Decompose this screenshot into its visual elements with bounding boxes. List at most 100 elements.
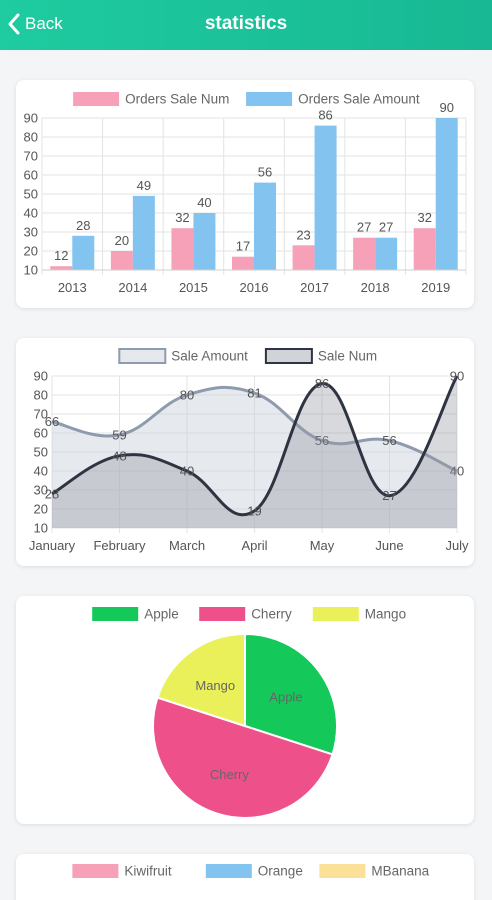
bar-value-label: 23 [296,227,310,242]
pie-slice-label: Cherry [210,767,250,782]
pie-chart-legend-label: Mango [365,607,406,622]
area-chart-x-tick-label: February [93,538,146,553]
bar-chart-y-tick-label: 50 [24,187,38,202]
bar-chart-x-tick-label: 2013 [58,280,87,295]
area-chart-y-tick-label: 30 [34,483,48,498]
point-value-label: 19 [247,503,261,518]
bar [193,213,216,270]
bar-chart-x-tick-label: 2018 [361,280,390,295]
point-value-label: 86 [315,376,329,391]
bar-value-label: 40 [197,195,211,210]
pie-slice [244,632,338,756]
bar-chart-legend-label: Orders Sale Num [125,92,229,107]
bar-chart-x-tick-label: 2016 [240,280,269,295]
bar-value-label: 12 [54,248,68,263]
point-value-label: 40 [450,464,464,479]
point-value-label: 59 [112,427,126,442]
second-pie-chart-legend-label: Kiwifruit [124,864,172,879]
area-chart-y-tick-label: 80 [34,388,48,403]
pie-slice-label: Apple [269,689,302,704]
area-chart-y-tick-label: 90 [34,369,48,384]
bar [132,195,155,270]
second-pie-chart-legend-swatch [205,864,252,878]
area-chart-x-tick-label: May [310,538,335,553]
bar-value-label: 28 [76,218,90,233]
bar-value-label: 86 [318,108,332,123]
series-line [51,375,459,517]
point-value-label: 27 [382,488,396,503]
bar-value-label: 32 [175,210,189,225]
bar [72,235,95,270]
bar-chart: Orders Sale Num Orders Sale Amount 10 20 30 4… [24,92,467,295]
area-chart-legend-swatch [264,348,313,364]
bar [254,182,276,270]
area-chart-y-tick-label: 20 [34,502,48,517]
bar-value-label: 17 [236,239,250,254]
point-value-label: 66 [45,414,59,429]
area-chart-legend-swatch [118,348,167,364]
bar [375,237,398,270]
point-value-label: 81 [247,386,261,401]
bar [413,228,436,270]
bar-value-label: 32 [417,210,431,225]
bar [171,228,194,270]
area-chart-y-tick-label: 70 [34,407,48,422]
area-chart-y-tick-label: 50 [34,445,48,460]
bar-chart-y-tick-label: 60 [24,168,38,183]
line-chart-card: Sale Amount Sale Num 10 20 30 40 50 60 70 80 90 66 5… [16,338,474,566]
pie-slice [156,632,246,728]
second-pie-chart-card: Kiwifruit Orange MBanana [16,854,474,900]
bar [353,237,376,270]
pie-chart-legend-swatch [312,607,359,621]
back-button[interactable]: Back [6,12,63,36]
area-chart: Sale Amount Sale Num 10 20 30 40 50 60 70 80 90 66 5… [29,348,469,553]
bar [292,245,315,270]
bar-chart-y-tick-label: 30 [24,225,38,240]
series-area [52,387,457,528]
bar-chart-legend-swatch [73,92,120,106]
point-value-label: 28 [45,486,59,501]
area-chart-x-tick-label: April [241,538,267,553]
second-pie-chart-legend-swatch [72,864,119,878]
second-pie-chart-legend-swatch [319,864,366,878]
second-pie-chart-legend-label: Orange [258,864,303,879]
point-value-label: 40 [180,464,194,479]
second-pie-chart: Kiwifruit Orange MBanana [72,864,430,879]
pie-slice-label: Mango [195,678,235,693]
bar-chart-x-tick-label: 2019 [421,280,450,295]
bar [232,256,254,270]
bar-value-label: 27 [357,220,371,235]
bar-chart-card: Orders Sale Num Orders Sale Amount 10 20 30 4… [16,80,474,308]
pie-chart-legend-label: Apple [144,607,179,622]
bar-chart-x-tick-label: 2017 [300,280,329,295]
series-area [52,376,457,528]
point-value-label: 80 [180,388,194,403]
bar-chart-y-tick-label: 20 [24,244,38,259]
area-chart-legend-label: Sale Amount [171,349,248,364]
bar-chart-y-tick-label: 10 [24,263,38,278]
point-value-label: 90 [450,369,464,384]
page-title: statistics [204,13,288,34]
bar-value-label: 20 [115,233,129,248]
pie-chart-legend-swatch [92,607,139,621]
bar-chart-y-tick-label: 70 [24,149,38,164]
bar-value-label: 90 [439,100,453,115]
pie-chart-card: Apple Cherry Mango Apple Cherry Mango [16,596,474,824]
area-chart-x-tick-label: July [445,538,469,553]
bar-chart-y-tick-label: 80 [24,130,38,145]
bar-chart-y-tick-label: 40 [24,206,38,221]
point-value-label: 48 [112,448,126,463]
area-chart-x-tick-label: March [169,538,205,553]
point-value-label: 56 [382,433,396,448]
chevron-left-icon [8,13,20,35]
bar [110,251,133,270]
pie-chart-legend-label: Cherry [251,607,292,622]
bar-chart-legend-swatch [246,92,293,106]
bar [435,118,458,270]
area-chart-y-tick-label: 40 [34,464,48,479]
bar-value-label: 27 [379,220,393,235]
series-line [51,385,458,473]
area-chart-x-tick-label: June [375,538,403,553]
bar [50,266,73,270]
back-label: Back [25,14,63,33]
